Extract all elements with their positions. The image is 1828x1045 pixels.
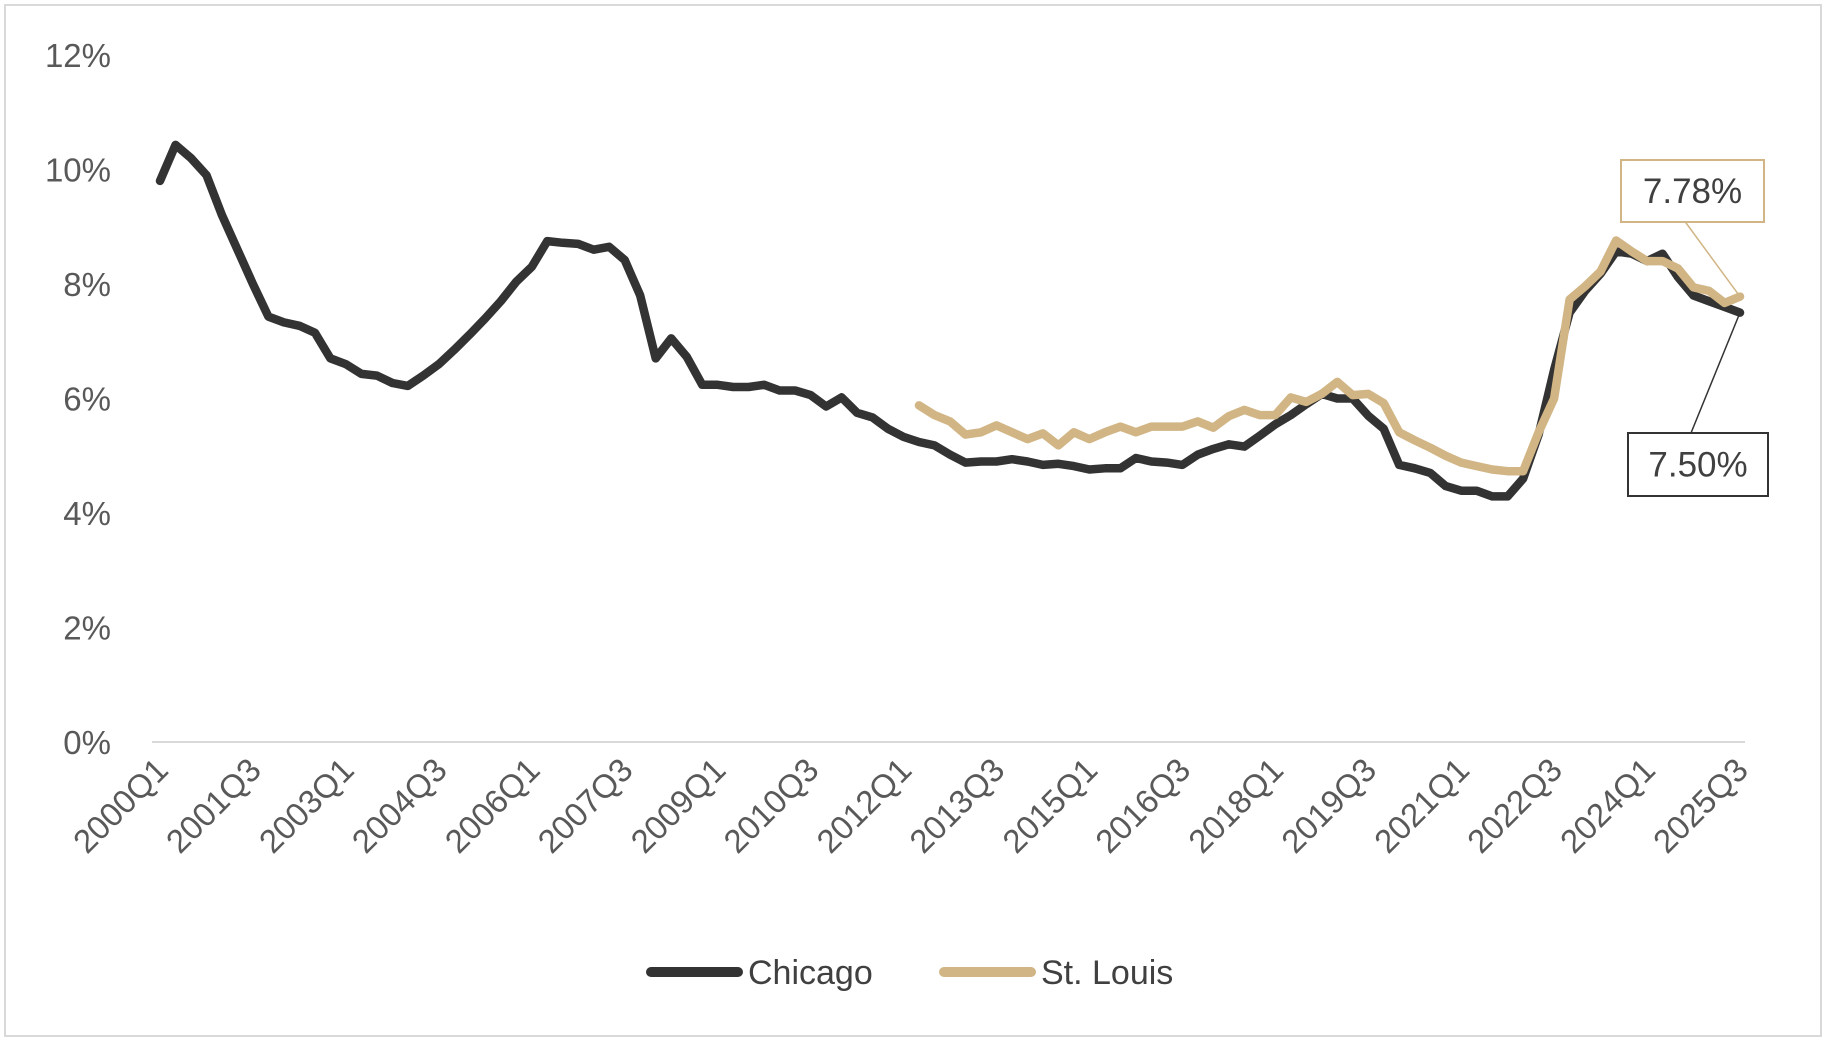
callout-label: 7.78% <box>1643 172 1742 211</box>
chart-frame <box>4 4 1822 1037</box>
x-tick-label: 2016Q3 <box>1088 751 1197 860</box>
callout-box <box>1620 159 1765 223</box>
series-line-chicago <box>155 140 1745 501</box>
series-lines <box>155 140 1745 501</box>
x-tick-label: 2024Q1 <box>1553 751 1662 860</box>
x-tick-label: 2012Q1 <box>809 751 918 860</box>
callout-leader-line <box>1684 221 1741 298</box>
x-tick-label: 2015Q1 <box>995 751 1104 860</box>
x-tick-label: 2007Q3 <box>530 751 639 860</box>
x-tick-label: 2013Q3 <box>902 751 1011 860</box>
x-tick-label: 2019Q3 <box>1274 751 1383 860</box>
x-axis-ticks: 2000Q12001Q32003Q12004Q32006Q12007Q32009… <box>66 751 1755 860</box>
callout-box <box>1627 432 1769 497</box>
callout-label: 7.50% <box>1648 446 1747 485</box>
x-tick-label: 2000Q1 <box>66 751 175 860</box>
x-tick-label: 2022Q3 <box>1460 751 1569 860</box>
x-tick-label: 2010Q3 <box>716 751 825 860</box>
x-tick-label: 2001Q3 <box>159 751 268 860</box>
x-tick-label: 2021Q1 <box>1367 751 1476 860</box>
y-tick-label: 12% <box>45 37 111 74</box>
legend: Chicago St. Louis <box>646 954 1173 992</box>
legend-label-st-louis: St. Louis <box>1041 954 1173 992</box>
data-callouts: 7.78% 7.50% <box>1620 159 1769 497</box>
y-axis-ticks: 0% 2% 4% 6% 8% 10% 12% <box>45 37 111 761</box>
series-line-st-louis <box>914 236 1745 476</box>
y-tick-label: 8% <box>63 266 111 303</box>
x-tick-label: 2004Q3 <box>345 751 454 860</box>
y-tick-label: 2% <box>63 610 111 647</box>
x-tick-label: 2018Q1 <box>1181 751 1290 860</box>
x-tick-label: 2003Q1 <box>252 751 361 860</box>
callout-leader-line <box>1690 312 1741 434</box>
x-tick-label: 2009Q1 <box>623 751 732 860</box>
y-tick-label: 0% <box>63 724 111 761</box>
x-tick-label: 2006Q1 <box>438 751 547 860</box>
y-tick-label: 10% <box>45 152 111 189</box>
y-tick-label: 4% <box>63 495 111 532</box>
legend-label-chicago: Chicago <box>748 954 873 992</box>
y-tick-label: 6% <box>63 381 111 418</box>
x-tick-label: 2025Q3 <box>1646 751 1755 860</box>
